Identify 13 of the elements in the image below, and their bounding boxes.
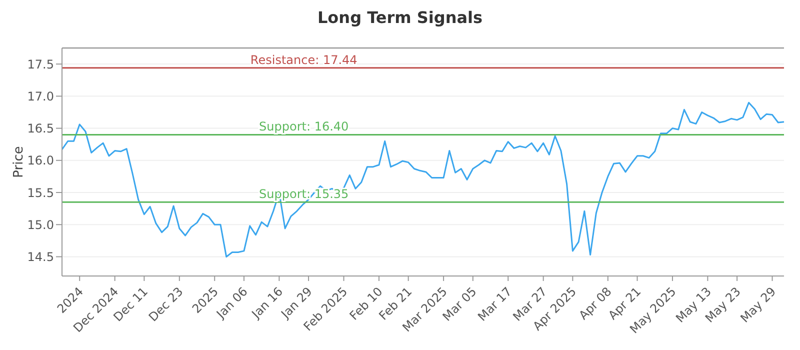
y-tick-label: 17.0	[27, 89, 54, 104]
line-series	[61, 102, 785, 258]
chart-title: Long Term Signals	[316, 8, 484, 29]
y-tick-label: 15.0	[27, 218, 54, 232]
x-tick-label: Dec 23	[146, 284, 186, 324]
ref-line-label: Support: 16.40	[259, 120, 349, 134]
y-tick-label: 15.5	[27, 186, 54, 200]
y-tick-label: 16.5	[27, 122, 54, 136]
y-tick-label: 17.5	[27, 57, 54, 72]
y-tick-label: 14.5	[27, 250, 54, 264]
y-tick-label: 16.0	[27, 154, 54, 168]
y-axis-title: Price	[12, 146, 27, 178]
ref-line-label: Resistance: 17.44	[250, 52, 358, 67]
